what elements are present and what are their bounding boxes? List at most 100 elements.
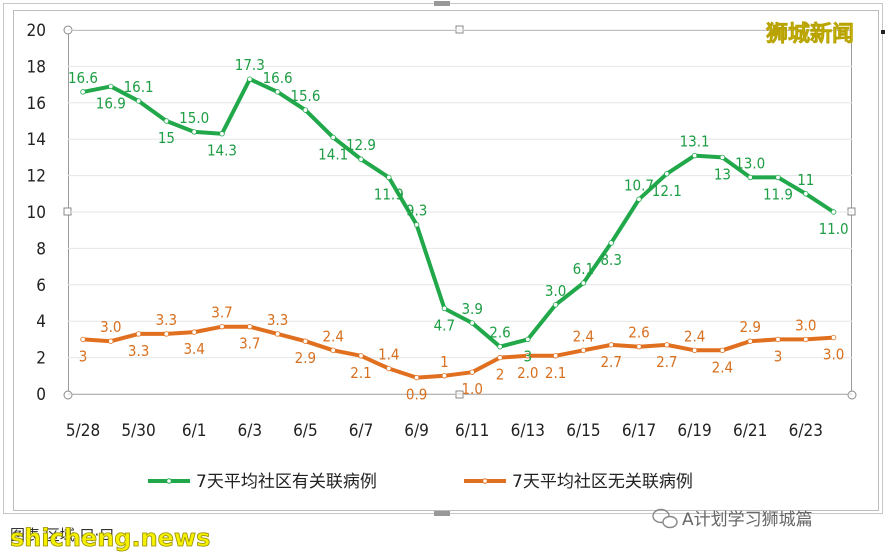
data-point[interactable] — [552, 302, 559, 308]
data-label: 3.9 — [461, 300, 482, 318]
data-point[interactable] — [747, 338, 753, 344]
data-point[interactable] — [469, 320, 475, 326]
data-point[interactable] — [358, 353, 364, 359]
y-tick-label: 18 — [27, 57, 46, 77]
data-point[interactable] — [691, 347, 698, 354]
data-point[interactable] — [747, 174, 753, 181]
data-point[interactable] — [803, 191, 809, 197]
data-point[interactable] — [302, 338, 309, 344]
data-point[interactable] — [580, 347, 587, 354]
data-label: 15.0 — [179, 109, 209, 127]
data-label: 2.4 — [573, 327, 594, 345]
legend-item-linked[interactable]: 7天平均社区有关联病例 — [148, 472, 377, 492]
data-label: 3 — [524, 347, 533, 365]
data-label: 2.4 — [684, 327, 705, 345]
x-tick-label: 5/28 — [66, 421, 100, 441]
data-point[interactable] — [608, 342, 614, 348]
data-labels: 16.616.916.11515.014.317.316.615.614.112… — [68, 56, 849, 403]
x-tick-label: 6/5 — [293, 421, 318, 441]
data-point[interactable] — [691, 152, 698, 159]
data-point[interactable] — [803, 336, 809, 343]
data-point[interactable] — [386, 174, 392, 181]
data-point[interactable] — [413, 374, 420, 381]
chart-area-frame[interactable] — [13, 10, 879, 511]
data-point[interactable] — [497, 343, 503, 350]
x-tick-label: 6/7 — [349, 421, 374, 441]
data-point[interactable] — [441, 305, 448, 312]
data-label: 12.1 — [652, 182, 682, 200]
y-tick-label: 2 — [36, 349, 46, 369]
data-label: 3.0 — [545, 282, 566, 300]
data-point[interactable] — [413, 222, 420, 228]
x-tick-label: 6/17 — [622, 421, 656, 441]
series-layer — [80, 76, 837, 381]
data-label: 2.6 — [489, 324, 510, 342]
data-point[interactable] — [525, 353, 531, 359]
data-point[interactable] — [469, 369, 475, 375]
legend-item-unlinked[interactable]: 7天平均社区无关联病例 — [464, 472, 693, 492]
data-point[interactable] — [775, 174, 781, 181]
data-label: 3.4 — [183, 340, 204, 358]
data-point[interactable] — [302, 107, 309, 113]
data-point[interactable] — [80, 89, 86, 95]
data-point[interactable] — [247, 76, 253, 82]
data-point[interactable] — [830, 334, 837, 341]
data-point[interactable] — [608, 240, 614, 246]
data-point[interactable] — [163, 118, 170, 124]
y-tick-label: 6 — [36, 276, 46, 296]
resize-handle-bottom-right[interactable] — [847, 390, 857, 400]
data-point[interactable] — [330, 347, 336, 354]
data-point[interactable] — [358, 156, 364, 162]
data-point[interactable] — [636, 196, 642, 202]
frame-grip-top[interactable] — [434, 1, 450, 6]
series-line-0[interactable] — [81, 77, 836, 349]
data-point[interactable] — [108, 83, 114, 90]
data-point[interactable] — [719, 347, 726, 354]
data-point[interactable] — [330, 134, 336, 141]
data-label: 16.6 — [263, 69, 293, 87]
data-point[interactable] — [664, 171, 670, 177]
data-point[interactable] — [441, 373, 448, 379]
x-tick-label: 6/21 — [733, 421, 767, 441]
y-tick-label: 16 — [27, 94, 46, 114]
y-tick-label: 12 — [27, 167, 46, 187]
data-point[interactable] — [247, 323, 253, 330]
data-label: 16.9 — [96, 94, 126, 112]
data-point[interactable] — [580, 280, 587, 286]
data-label: 14.3 — [207, 142, 237, 160]
data-label: 2.0 — [517, 364, 538, 382]
data-label: 2.1 — [350, 364, 371, 382]
data-point[interactable] — [191, 129, 197, 135]
data-point[interactable] — [191, 329, 197, 335]
data-point[interactable] — [108, 338, 114, 344]
data-point[interactable] — [497, 354, 503, 361]
data-label: 9.3 — [406, 202, 427, 220]
data-label: 16.6 — [68, 69, 98, 87]
data-point[interactable] — [830, 209, 837, 215]
data-point[interactable] — [775, 336, 781, 343]
data-point[interactable] — [525, 336, 531, 343]
data-label: 2.1 — [545, 364, 566, 382]
data-point[interactable] — [219, 323, 225, 330]
series-line-1[interactable] — [81, 324, 836, 380]
data-point[interactable] — [636, 343, 642, 350]
data-point[interactable] — [664, 342, 670, 348]
frame-grip-bottom[interactable] — [434, 511, 450, 516]
data-label: 11 — [797, 171, 814, 189]
data-point[interactable] — [386, 365, 392, 372]
data-point[interactable] — [219, 131, 225, 137]
data-point[interactable] — [274, 89, 281, 95]
data-label: 1 — [440, 353, 449, 371]
data-point[interactable] — [80, 336, 86, 343]
resize-handle-bottom-left[interactable] — [63, 390, 73, 400]
legend-label-linked: 7天平均社区有关联病例 — [196, 472, 377, 492]
data-point[interactable] — [552, 353, 559, 359]
data-point[interactable] — [135, 331, 142, 337]
data-point[interactable] — [163, 331, 170, 337]
data-point[interactable] — [719, 154, 726, 161]
data-point[interactable] — [274, 331, 281, 337]
data-point[interactable] — [135, 98, 142, 104]
legend-marker-linked — [166, 478, 172, 484]
data-label: 3.0 — [795, 316, 816, 334]
